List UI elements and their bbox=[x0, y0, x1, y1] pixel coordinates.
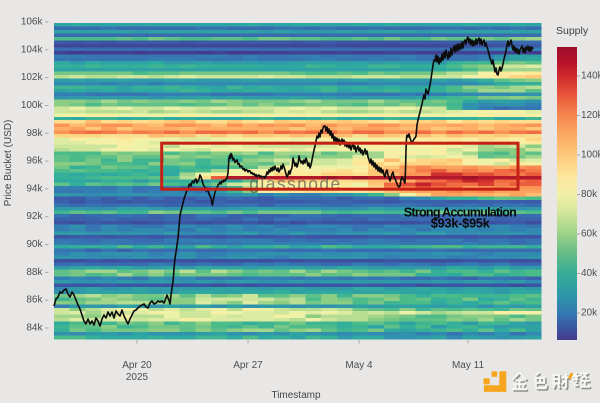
svg-text:100k: 100k bbox=[21, 100, 44, 111]
svg-text:80k: 80k bbox=[581, 189, 598, 200]
svg-text:94k: 94k bbox=[26, 183, 43, 194]
svg-text:Price Bucket (USD): Price Bucket (USD) bbox=[3, 120, 14, 207]
svg-text:90k: 90k bbox=[26, 239, 43, 250]
svg-text:120k: 120k bbox=[581, 110, 600, 121]
svg-text:Apr 20: Apr 20 bbox=[122, 360, 152, 371]
svg-text:98k: 98k bbox=[26, 128, 43, 139]
svg-text:96k: 96k bbox=[26, 156, 43, 167]
svg-text:60k: 60k bbox=[581, 229, 598, 240]
svg-text:$93k-$95k: $93k-$95k bbox=[431, 217, 491, 231]
svg-text:106k: 106k bbox=[21, 17, 44, 28]
svg-text:86k: 86k bbox=[26, 295, 43, 306]
svg-text:Supply: Supply bbox=[556, 25, 589, 37]
svg-text:May 11: May 11 bbox=[452, 360, 484, 371]
svg-text:84k: 84k bbox=[26, 323, 43, 334]
svg-text:Apr 27: Apr 27 bbox=[233, 360, 263, 371]
svg-text:Strong Accumulation: Strong Accumulation bbox=[404, 206, 517, 220]
svg-text:40k: 40k bbox=[581, 268, 598, 279]
svg-text:20k: 20k bbox=[581, 308, 598, 319]
svg-text:92k: 92k bbox=[26, 211, 43, 222]
svg-text:88k: 88k bbox=[26, 267, 43, 278]
svg-text:Timestamp: Timestamp bbox=[271, 390, 321, 401]
svg-text:2025: 2025 bbox=[126, 372, 149, 383]
svg-text:May 4: May 4 bbox=[345, 360, 373, 371]
svg-text:102k: 102k bbox=[21, 72, 44, 83]
svg-text:100k: 100k bbox=[581, 150, 600, 161]
svg-text:104k: 104k bbox=[21, 44, 44, 55]
svg-text:140k: 140k bbox=[581, 71, 600, 82]
